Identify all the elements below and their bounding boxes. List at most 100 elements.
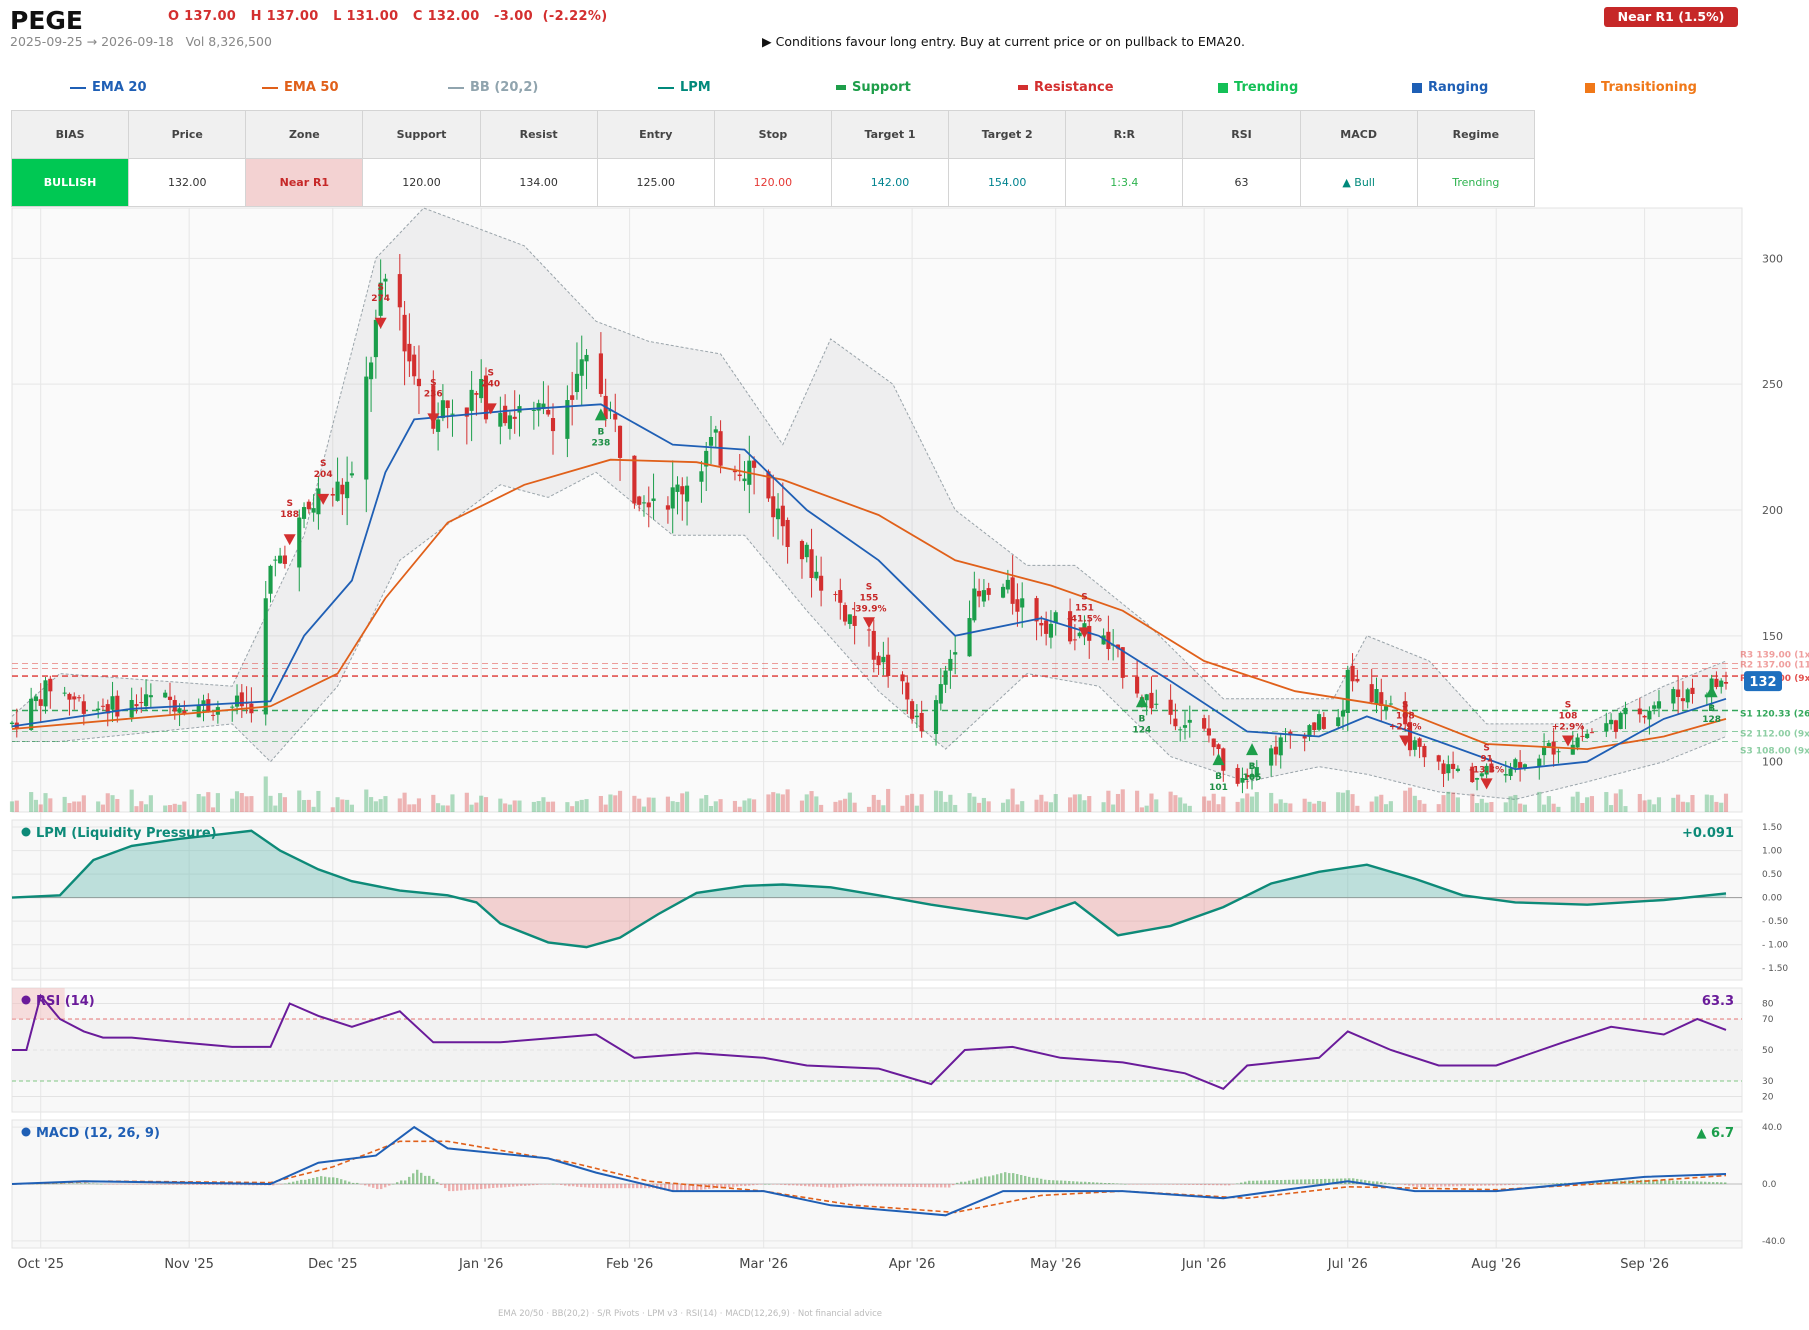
volume-bar: [38, 804, 43, 812]
sell-signal-type: S: [1081, 592, 1087, 602]
macd-histogram-bar: [1328, 1178, 1331, 1184]
candle-body: [914, 715, 919, 718]
date-range-volume: 2025-09-25 → 2026-09-18 Vol 8,326,500: [10, 34, 272, 49]
candle-body: [1120, 647, 1125, 678]
macd-histogram-bar: [332, 1177, 335, 1184]
candle-body: [809, 549, 814, 578]
candle-body: [737, 474, 742, 477]
volume-bar: [139, 801, 144, 812]
macd-histogram-bar: [1144, 1184, 1147, 1185]
candle-body: [503, 405, 508, 424]
macd-histogram-bar: [760, 1184, 763, 1185]
x-tick-label: Sep '26: [1620, 1257, 1669, 1272]
candle-body: [775, 508, 781, 520]
macd-histogram-bar: [552, 1183, 555, 1185]
col-header-regime: Regime: [1416, 110, 1536, 159]
macd-histogram-bar: [1696, 1181, 1699, 1184]
volume-bar: [938, 791, 943, 812]
volume-bar: [498, 798, 503, 812]
candle-body: [1154, 703, 1159, 705]
candle-body: [297, 517, 302, 568]
volume-bar: [1302, 798, 1307, 812]
sell-signal-marker: [484, 403, 497, 415]
macd-histogram-bar: [1684, 1181, 1687, 1184]
volume-bar: [115, 798, 120, 812]
macd-histogram-bar: [448, 1184, 451, 1192]
candle-body: [1249, 774, 1255, 778]
macd-histogram-bar: [512, 1184, 515, 1187]
volume-bar: [230, 798, 235, 812]
candle-body: [483, 375, 489, 420]
macd-histogram-bar: [1544, 1183, 1547, 1185]
cell-zone: Near R1: [245, 158, 364, 207]
candle-body: [713, 429, 718, 433]
volume-bar: [713, 801, 718, 812]
macd-histogram-bar: [936, 1184, 939, 1188]
volume-bar: [536, 801, 541, 812]
macd-histogram-bar: [1012, 1173, 1015, 1184]
macd-histogram-bar: [432, 1178, 435, 1184]
macd-histogram-bar: [1028, 1176, 1031, 1184]
volume-bar: [1273, 803, 1279, 812]
legend-swatch: [1585, 82, 1595, 93]
macd-histogram-bar: [856, 1184, 859, 1187]
rsi-line: [12, 993, 1727, 1090]
macd-histogram-bar: [1660, 1180, 1663, 1184]
macd-histogram-bar: [236, 1184, 239, 1186]
candle-body: [163, 692, 168, 698]
volume-bar: [1068, 797, 1073, 812]
macd-histogram-bar: [1052, 1180, 1055, 1184]
lpm-tick-label: 1.00: [1762, 847, 1782, 857]
candle-body: [196, 705, 201, 718]
volume-bar: [1541, 804, 1547, 812]
candle-body: [699, 471, 704, 482]
volume-bar: [1589, 796, 1595, 812]
sell-signal-pct: -41.5%: [1067, 614, 1102, 624]
macd-histogram-bar: [276, 1184, 279, 1185]
macd-histogram-bar: [632, 1184, 635, 1189]
macd-histogram-bar: [872, 1184, 875, 1187]
volume-bar: [1139, 807, 1144, 812]
volume-bar: [110, 795, 115, 812]
macd-histogram-bar: [784, 1184, 787, 1186]
buy-signal-marker: [1705, 685, 1718, 698]
candle-body: [201, 700, 206, 706]
candle-body: [1685, 689, 1690, 703]
macd-histogram-bar: [1360, 1179, 1363, 1184]
candle-body: [134, 704, 139, 707]
volume-bar: [1417, 800, 1422, 812]
macd-histogram-bar: [1516, 1184, 1519, 1185]
macd-histogram-bar: [1228, 1184, 1231, 1186]
volume-bar: [637, 798, 642, 812]
candle-body: [866, 629, 872, 631]
macd-histogram-bar: [1700, 1181, 1703, 1184]
macd-histogram-bar: [192, 1184, 195, 1185]
candle-body: [33, 696, 39, 702]
macd-histogram-bar: [408, 1176, 411, 1184]
macd-histogram-bar: [800, 1184, 803, 1186]
cell-resist: 134.00: [479, 158, 598, 207]
macd-histogram-bar: [1128, 1184, 1131, 1185]
volume-bar: [335, 797, 340, 812]
macd-histogram-bar: [1316, 1179, 1319, 1184]
macd-histogram-bar: [716, 1184, 719, 1189]
macd-histogram-bar: [460, 1184, 463, 1191]
sell-signal-price: 240: [481, 379, 500, 389]
volume-bar: [617, 790, 623, 812]
candle-body: [1479, 773, 1484, 777]
macd-histogram-bar: [412, 1173, 415, 1184]
volume-bar: [819, 804, 824, 812]
macd-histogram-bar: [416, 1169, 419, 1184]
x-tick-label: May '26: [1030, 1257, 1081, 1272]
candle-body: [62, 692, 67, 694]
volume-bar: [1202, 796, 1207, 812]
sell-signal-type: S: [430, 378, 436, 388]
macd-histogram-bar: [516, 1184, 519, 1187]
col-header-r-r: R:R: [1065, 110, 1184, 159]
lpm-tick-label: - 0.50: [1762, 917, 1788, 927]
macd-histogram-bar: [492, 1184, 495, 1188]
candle-body: [100, 705, 106, 707]
candle-body: [273, 559, 278, 561]
macd-histogram-bar: [1092, 1182, 1095, 1184]
macd-histogram-bar: [152, 1184, 155, 1185]
